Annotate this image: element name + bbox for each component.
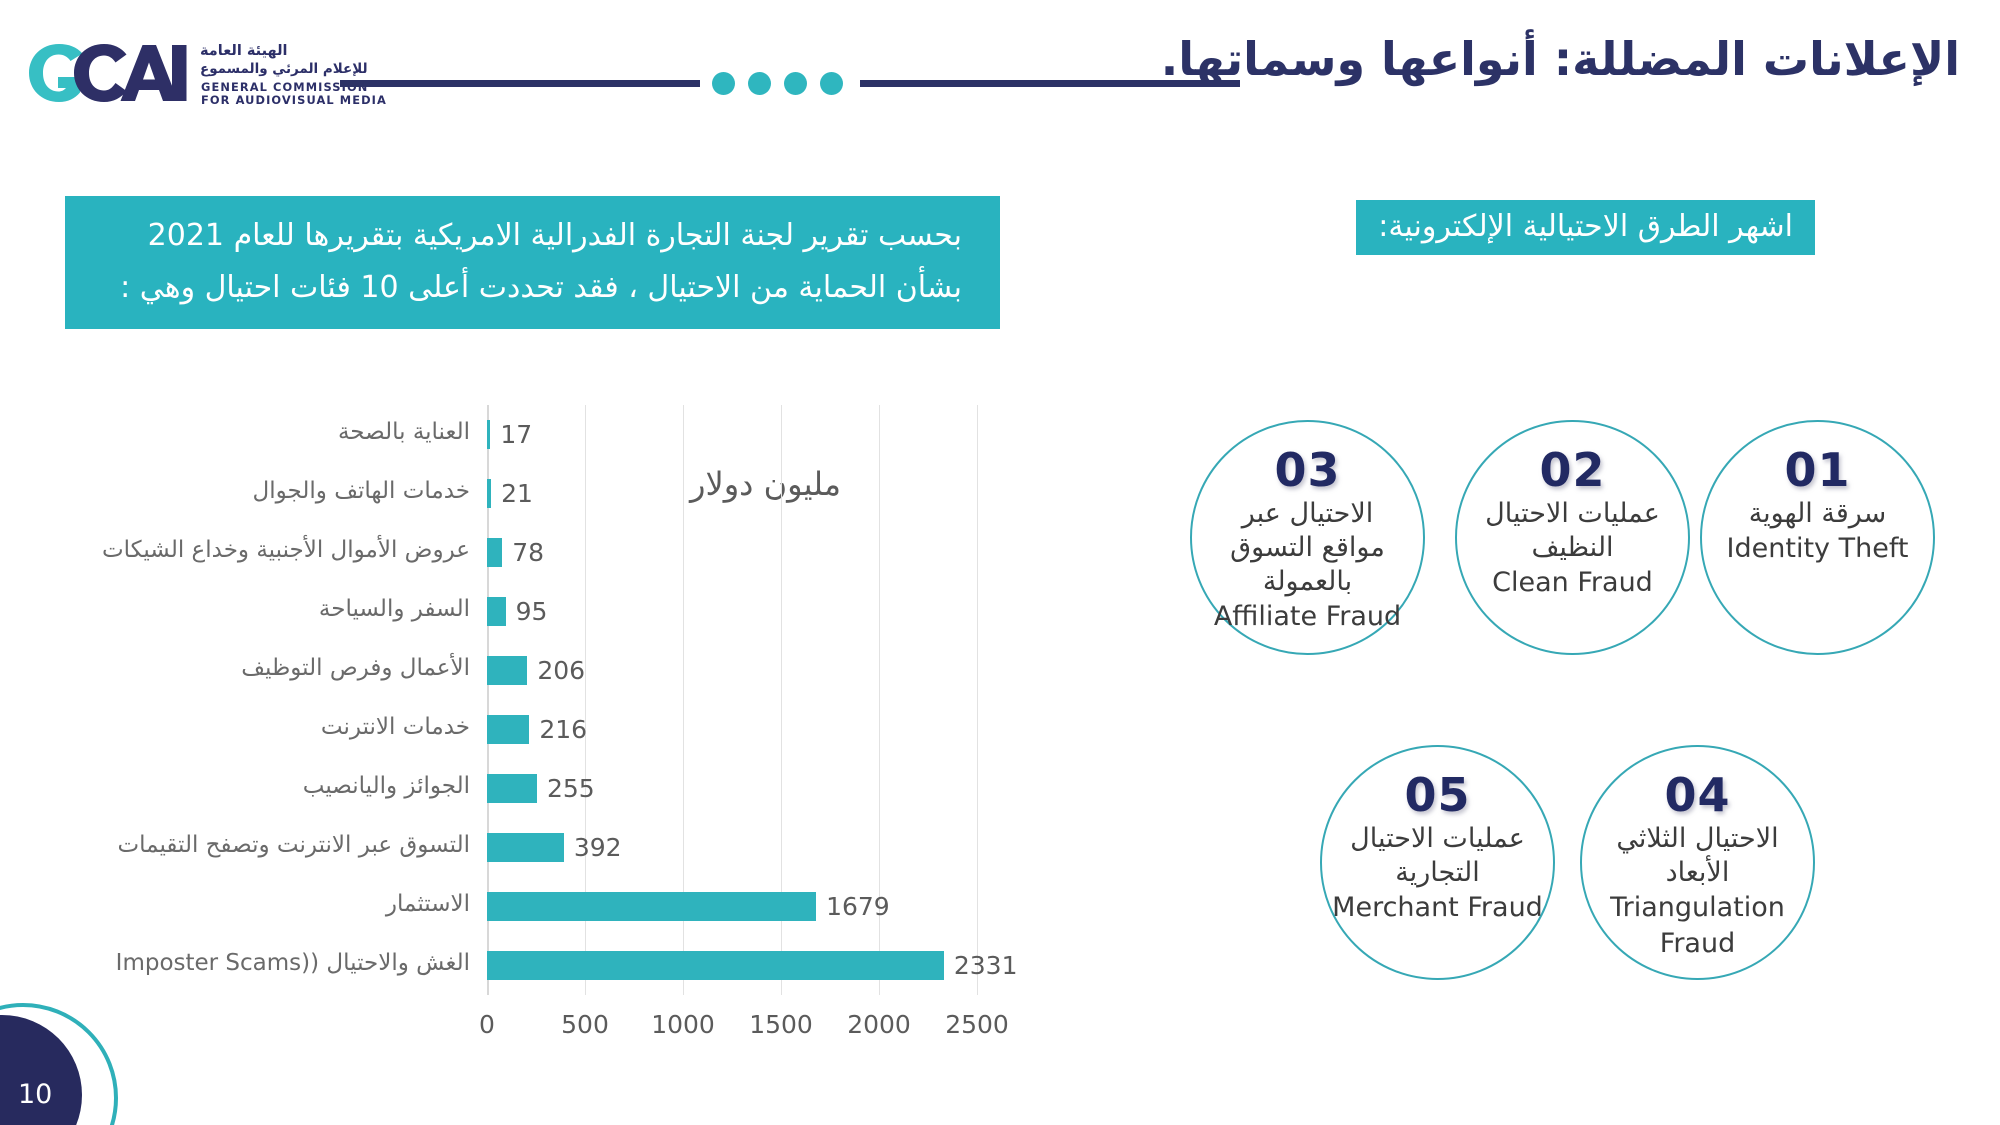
fraud-method-label-en: Triangulation Fraud (1610, 892, 1785, 960)
fraud-method-circle-01[interactable]: 01 سرقة الهوية Identity Theft (1700, 420, 1935, 655)
chart-bar (487, 774, 537, 803)
chart-bar-value: 21 (501, 479, 533, 508)
logo-english-line2: FOR AUDIOVISUAL MEDIA (201, 93, 387, 107)
fraud-method-number: 01 (1784, 443, 1851, 498)
chart-category-label: الجوائز واليانصيب (302, 773, 470, 799)
chart-bar-value: 78 (512, 538, 545, 567)
chart-x-tick-label: 2500 (945, 1010, 1009, 1039)
fraud-method-number: 02 (1539, 443, 1606, 498)
chart-bar (487, 951, 944, 980)
chart-title: مليون دولار (690, 465, 841, 503)
header-dot-1 (712, 72, 735, 95)
gcam-logo-mark (29, 44, 187, 102)
gcam-logo: الهيئة العامة للإعلام المرئي والمسموع GE… (28, 40, 386, 110)
chart-plot-area: 17 21 78 95 206 216 255 392 1679 2331 (487, 405, 1018, 995)
fraud-method-label-en: Affiliate Fraud (1213, 601, 1402, 633)
chart-bar-value: 206 (537, 656, 586, 685)
fraud-method-label-en: Identity Theft (1726, 533, 1909, 565)
chart-bar-value: 2331 (953, 951, 1018, 980)
header-divider-right (860, 80, 1240, 87)
fraud-method-circle-03[interactable]: 03 الاحتيال عبر مواقع التسوق بالعمولة Affi… (1190, 420, 1425, 655)
fraud-method-circle-02[interactable]: 02 عمليات الاحتيال النظيف Clean Fraud (1455, 420, 1690, 655)
chart-category-label: خدمات الانترنت (320, 714, 470, 740)
chart-x-tick-label: 1500 (749, 1010, 813, 1039)
fraud-method-label-ar: عمليات الاحتيال التجارية (1350, 823, 1525, 889)
fraud-method-label-ar: الاحتيال الثلاثي الأبعاد (1616, 823, 1779, 889)
chart-bar-value: 95 (515, 597, 548, 626)
description-line-2: بشأن الحماية من الاحتيال ، فقد تحددت أعل… (120, 270, 962, 305)
chart-bar-value: 392 (573, 833, 622, 862)
fraud-method-label-ar: الاحتيال عبر مواقع التسوق بالعمولة (1230, 498, 1385, 598)
chart-y-axis-line (487, 405, 489, 995)
chart-category-label: التسوق عبر الانترنت وتصفح التقيمات (117, 832, 470, 858)
chart-gridline (781, 405, 782, 995)
chart-category-label: خدمات الهاتف والجوال (252, 478, 470, 504)
chart-category-labels: العناية بالصحة خدمات الهاتف والجوال عروض ا… (0, 405, 470, 995)
fraud-method-circle-04[interactable]: 04 الاحتيال الثلاثي الأبعاد Triangulation … (1580, 745, 1815, 980)
chart-category-label: العناية بالصحة (337, 419, 470, 445)
logo-arabic-line1: الهيئة العامة (200, 43, 288, 59)
chart-category-label: السفر والسياحة (318, 596, 470, 622)
chart-bar (487, 420, 491, 449)
fraud-method-label-ar: عمليات الاحتيال النظيف (1485, 498, 1660, 564)
chart-bar (487, 892, 817, 921)
chart-bar (487, 833, 564, 862)
header-dot-3 (784, 72, 807, 95)
chart-x-tick-label: 2000 (847, 1010, 911, 1039)
chart-gridline (585, 405, 586, 995)
page-title: الإعلانات المضللة: أنواعها وسماتها. (1160, 32, 1960, 86)
fraud-method-circle-05[interactable]: 05 عمليات الاحتيال التجارية Merchant Fraud (1320, 745, 1555, 980)
fraud-method-label-en: Merchant Fraud (1332, 892, 1543, 924)
chart-gridline (977, 405, 978, 995)
header-dot-4 (820, 72, 843, 95)
header-divider-left (340, 80, 700, 87)
chart-x-tick-label: 0 (479, 1010, 495, 1039)
chart-category-label: الأعمال وفرص التوظيف (241, 655, 470, 681)
chart-x-tick-label: 500 (561, 1010, 609, 1039)
chart-bar-value: 216 (539, 715, 588, 744)
logo-english-line1: GENERAL COMMISSION (201, 80, 369, 94)
fraud-method-label-ar: سرقة الهوية (1748, 498, 1887, 530)
chart-gridline (683, 405, 684, 995)
chart-bar (487, 479, 492, 508)
fraud-method-number: 04 (1664, 768, 1731, 823)
methods-heading: اشهر الطرق الاحتيالية الإلكترونية: (1356, 200, 1815, 255)
chart-bar (487, 715, 530, 744)
chart-bar-value: 1679 (826, 892, 890, 921)
fraud-method-number: 03 (1274, 443, 1341, 498)
header-dot-2 (748, 72, 771, 95)
fraud-method-number: 05 (1404, 768, 1471, 823)
chart-category-label: عروض الأموال الأجنبية وخداع الشيكات (102, 537, 470, 563)
chart-bar (487, 597, 506, 626)
chart-bar-value: 17 (500, 420, 533, 449)
chart-x-tick-label: 1000 (651, 1010, 715, 1039)
page-number: 10 (18, 1079, 53, 1110)
description-callout: بحسب تقرير لجنة التجارة الفدرالية الامري… (65, 196, 1000, 329)
logo-arabic-line2: للإعلام المرئي والمسموع (200, 61, 368, 77)
chart-category-label: الغش والاحتيال ((Imposter Scams (115, 950, 470, 976)
chart-gridline (879, 405, 880, 995)
fraud-method-label-en: Clean Fraud (1492, 567, 1653, 599)
chart-bar-value: 255 (546, 774, 595, 803)
slide-header: الهيئة العامة للإعلام المرئي والمسموع GE… (0, 0, 2000, 150)
chart-bar (487, 656, 528, 685)
chart-bar (487, 538, 503, 567)
chart-category-label: الاستثمار (385, 891, 470, 917)
description-line-1: بحسب تقرير لجنة التجارة الفدرالية الامري… (147, 218, 962, 253)
